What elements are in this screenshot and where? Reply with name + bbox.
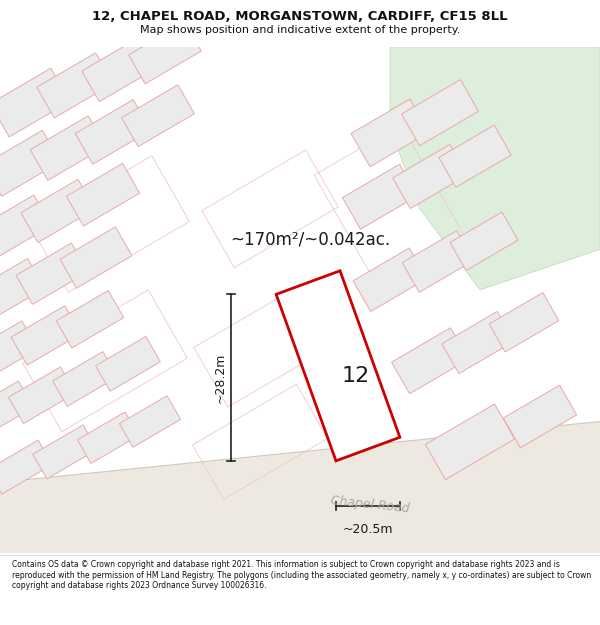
Polygon shape xyxy=(392,144,467,209)
Polygon shape xyxy=(60,227,132,288)
Polygon shape xyxy=(0,381,34,438)
Polygon shape xyxy=(16,243,88,304)
Polygon shape xyxy=(390,47,600,290)
Polygon shape xyxy=(392,328,469,394)
Polygon shape xyxy=(75,99,151,164)
Polygon shape xyxy=(402,231,474,292)
Text: ~28.2m: ~28.2m xyxy=(214,352,227,402)
Polygon shape xyxy=(33,425,97,479)
Text: 12, CHAPEL ROAD, MORGANSTOWN, CARDIFF, CF15 8LL: 12, CHAPEL ROAD, MORGANSTOWN, CARDIFF, C… xyxy=(92,10,508,23)
Polygon shape xyxy=(353,248,427,311)
Polygon shape xyxy=(0,440,52,494)
Polygon shape xyxy=(450,212,518,271)
Polygon shape xyxy=(53,352,118,406)
Text: Chapel Road: Chapel Road xyxy=(330,494,410,515)
Polygon shape xyxy=(0,421,600,553)
Polygon shape xyxy=(0,321,38,381)
Polygon shape xyxy=(503,385,577,448)
Polygon shape xyxy=(489,292,559,352)
Polygon shape xyxy=(401,80,478,146)
Polygon shape xyxy=(82,37,158,102)
Polygon shape xyxy=(67,163,140,226)
Polygon shape xyxy=(77,412,139,464)
Text: Contains OS data © Crown copyright and database right 2021. This information is : Contains OS data © Crown copyright and d… xyxy=(12,560,591,590)
Polygon shape xyxy=(56,291,124,348)
Polygon shape xyxy=(0,195,52,259)
Text: ~170m²/~0.042ac.: ~170m²/~0.042ac. xyxy=(230,230,390,248)
Polygon shape xyxy=(0,68,70,137)
Polygon shape xyxy=(0,259,44,321)
Polygon shape xyxy=(442,311,514,374)
Polygon shape xyxy=(21,179,95,243)
Text: Map shows position and indicative extent of the property.: Map shows position and indicative extent… xyxy=(140,25,460,35)
Polygon shape xyxy=(119,396,181,448)
Polygon shape xyxy=(351,99,429,167)
Polygon shape xyxy=(439,125,511,188)
Polygon shape xyxy=(122,85,194,147)
Polygon shape xyxy=(8,367,76,424)
Polygon shape xyxy=(30,116,106,181)
Polygon shape xyxy=(11,306,81,365)
Text: 12: 12 xyxy=(342,366,370,386)
Polygon shape xyxy=(425,404,515,479)
Polygon shape xyxy=(343,164,418,229)
Polygon shape xyxy=(0,131,61,196)
Polygon shape xyxy=(37,52,113,118)
Polygon shape xyxy=(276,271,400,461)
Polygon shape xyxy=(95,336,160,391)
Polygon shape xyxy=(128,22,202,84)
Text: ~20.5m: ~20.5m xyxy=(343,522,393,536)
